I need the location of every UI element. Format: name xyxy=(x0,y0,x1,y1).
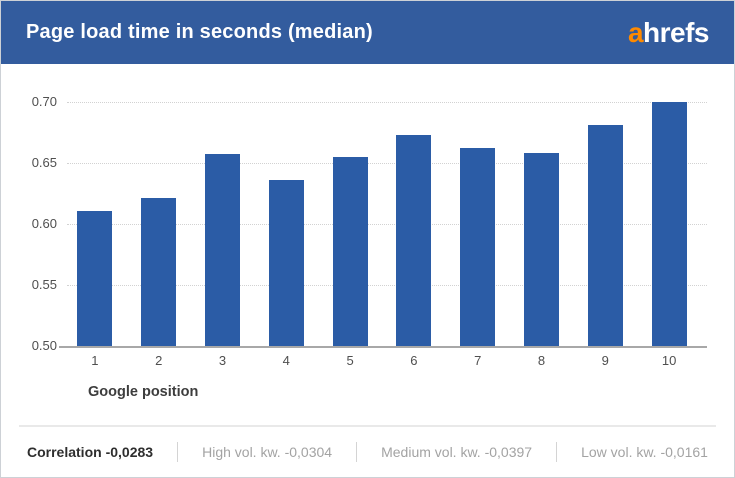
ahrefs-logo-a: a xyxy=(627,16,644,48)
y-tick-label: 0.70 xyxy=(31,94,57,109)
ahrefs-logo-hrefs: hrefs xyxy=(643,16,709,48)
bar xyxy=(268,180,304,346)
stat-high-vol-kw: High vol. kw. -0,0304 xyxy=(202,444,333,460)
x-tick-label: 5 xyxy=(346,353,354,368)
y-tick-label: 0.55 xyxy=(31,277,57,292)
x-tick-label: 2 xyxy=(155,353,163,368)
x-tick-label: 7 xyxy=(474,353,482,368)
gridline xyxy=(67,163,707,164)
bar xyxy=(205,154,240,346)
gridline xyxy=(67,224,707,225)
x-tick-label: 9 xyxy=(601,353,609,368)
y-tick-label: 0.50 xyxy=(31,338,57,353)
footer-divider xyxy=(19,425,716,427)
y-tick-label: 0.60 xyxy=(31,216,57,231)
gridline xyxy=(67,285,707,286)
x-tick-label: 1 xyxy=(91,353,99,368)
bar xyxy=(332,156,368,346)
bar xyxy=(396,134,432,346)
divider xyxy=(556,442,558,462)
divider xyxy=(177,442,179,462)
bar xyxy=(587,125,623,346)
bar xyxy=(651,102,687,346)
x-axis-title: Google position xyxy=(88,384,199,400)
stat-medium-vol-kw: Medium vol. kw. -0,0397 xyxy=(381,444,533,460)
header: Page load time in seconds (median) ahref… xyxy=(1,1,734,64)
x-tick-label: 4 xyxy=(282,353,290,368)
bar xyxy=(524,153,559,346)
gridline xyxy=(67,102,707,103)
chart-title: Page load time in seconds (median) xyxy=(26,21,373,43)
x-tick-label: 3 xyxy=(218,353,227,368)
x-axis-line xyxy=(59,346,707,348)
ahrefs-logo: ahrefs xyxy=(627,16,710,48)
correlation-stats: Correlation -0,0283 High vol. kw. -0,030… xyxy=(1,427,734,477)
x-tick-label: 8 xyxy=(537,353,546,368)
bar xyxy=(77,210,113,346)
footer: Correlation -0,0283 High vol. kw. -0,030… xyxy=(1,425,734,477)
y-tick-label: 0.65 xyxy=(31,155,57,170)
bar xyxy=(460,148,496,346)
stat-correlation: Correlation -0,0283 xyxy=(27,444,154,460)
plot-area: Google position 0.50 0.55 0.60 0.65 0.70 1 2 3 4… xyxy=(1,64,734,425)
divider xyxy=(356,442,358,462)
stat-low-vol-kw: Low vol. kw. -0,0161 xyxy=(581,444,708,460)
bar xyxy=(141,198,177,346)
x-tick-label: 10 xyxy=(661,353,677,368)
x-tick-label: 6 xyxy=(410,353,418,368)
